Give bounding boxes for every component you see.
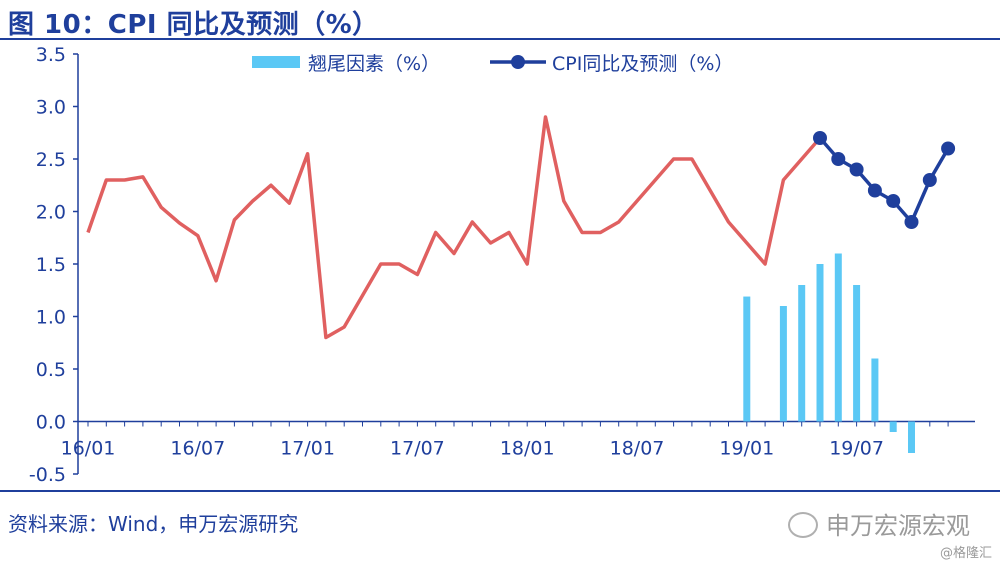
y-tick-label: 3.5	[36, 44, 66, 66]
legend-swatch-marker	[511, 55, 525, 69]
page-title: 图 10：CPI 同比及预测（%）	[8, 10, 379, 40]
point-cpi-forecast	[922, 173, 937, 187]
brand-label: 申万宏源宏观	[788, 506, 970, 541]
bar-qiaowei	[853, 285, 861, 422]
x-tick-label: 18/07	[610, 438, 665, 460]
y-tick-label: 2.5	[36, 149, 66, 171]
watermark: @格隆汇	[939, 546, 992, 561]
x-tick-label: 17/07	[390, 438, 445, 460]
x-tick-label: 16/01	[61, 438, 116, 460]
legend-label-bar: 翘尾因素（%）	[308, 53, 440, 75]
legend-swatch-bar	[252, 56, 300, 68]
bar-qiaowei	[779, 306, 787, 422]
point-cpi-forecast	[904, 215, 919, 229]
point-cpi-forecast	[941, 141, 956, 156]
title-rule	[0, 38, 1000, 40]
y-tick-label: 1.0	[36, 307, 66, 329]
bar-qiaowei	[908, 421, 915, 453]
x-tick-label: 19/01	[719, 438, 774, 460]
source-note: 资料来源：Wind，申万宏源研究	[8, 512, 299, 536]
series-line-cpi-history	[86, 115, 822, 340]
bar-qiaowei	[798, 285, 806, 422]
y-tick-label: 0.0	[36, 412, 66, 434]
wechat-icon	[788, 512, 818, 538]
bar-qiaowei	[834, 253, 842, 422]
y-tick-label: 2.0	[36, 202, 66, 224]
x-tick-label: 17/01	[280, 438, 335, 460]
bar-qiaowei	[743, 296, 751, 422]
x-tick-label: 19/07	[829, 438, 884, 460]
x-tick-label: 16/07	[170, 438, 225, 460]
bar-qiaowei	[889, 421, 897, 432]
footer-rule	[0, 490, 1000, 492]
point-cpi-forecast	[886, 194, 901, 208]
brand-text: 申万宏源宏观	[826, 512, 970, 540]
legend-label-line: CPI同比及预测（%）	[552, 53, 733, 75]
point-cpi-forecast	[849, 162, 864, 177]
y-tick-label: 1.5	[36, 254, 66, 276]
point-cpi-forecast	[813, 131, 827, 145]
y-tick-label: 3.0	[36, 97, 66, 119]
y-tick-label: -0.5	[29, 464, 66, 486]
point-cpi-forecast	[831, 152, 846, 166]
y-tick-label: 0.5	[36, 359, 66, 381]
x-tick-label: 18/01	[500, 438, 555, 460]
bar-qiaowei	[871, 358, 879, 422]
point-cpi-forecast	[867, 183, 882, 198]
bar-qiaowei	[816, 264, 824, 422]
